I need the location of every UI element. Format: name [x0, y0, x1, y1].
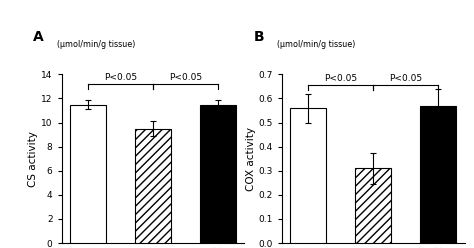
- Text: (μmol/min/g tissue): (μmol/min/g tissue): [277, 40, 356, 49]
- Text: P<0.05: P<0.05: [389, 74, 422, 83]
- Bar: [356, 168, 391, 243]
- Bar: [200, 104, 236, 243]
- Text: B: B: [254, 30, 264, 44]
- Bar: [290, 108, 326, 243]
- Text: (μmol/min/g tissue): (μmol/min/g tissue): [57, 40, 135, 49]
- Text: P<0.05: P<0.05: [104, 72, 137, 82]
- Y-axis label: COX activity: COX activity: [246, 127, 256, 191]
- Bar: [70, 104, 106, 243]
- Bar: [135, 129, 171, 243]
- Y-axis label: CS activity: CS activity: [28, 131, 38, 187]
- Text: P<0.05: P<0.05: [169, 72, 202, 82]
- Text: A: A: [33, 30, 44, 44]
- Text: P<0.05: P<0.05: [324, 74, 357, 83]
- Bar: [420, 106, 456, 243]
